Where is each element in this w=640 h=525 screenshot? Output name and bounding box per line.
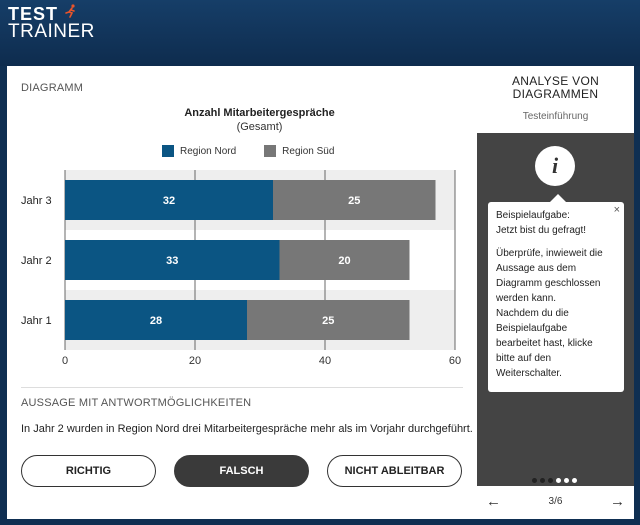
bar-segment [65, 180, 273, 220]
chart-legend: Region Nord Region Süd [162, 145, 334, 157]
chart-title: Anzahl Mitarbeitergespräche [184, 107, 335, 119]
side-footer: ← 3/6 → [477, 486, 634, 519]
legend-item-sued: Region Süd [264, 145, 334, 157]
info-icon[interactable]: i [535, 146, 575, 186]
popup-line: bearbeitet hast, klicke [496, 338, 593, 349]
x-tick-label: 20 [189, 355, 201, 367]
legend-swatch-nord [162, 145, 174, 157]
category-label: Jahr 3 [21, 195, 52, 207]
prev-arrow-icon[interactable]: ← [486, 493, 501, 510]
statement-text: In Jahr 2 wurden in Region Nord drei Mit… [21, 423, 473, 435]
statement-section-title: AUSSAGE MIT ANTWORTMÖGLICHKEITEN [21, 397, 252, 409]
bar-value-label: 33 [166, 255, 178, 267]
progress-dot [572, 478, 577, 483]
bar-value-label: 25 [322, 315, 334, 327]
popup-line: bitte auf den [496, 353, 552, 364]
bar-segment [247, 300, 410, 340]
popup-line: Beispielaufgabe: [496, 210, 570, 221]
logo-line-2: TRAINER [8, 21, 95, 42]
hint-popup: × Beispielaufgabe: Jetzt bist du gefragt!… [488, 202, 624, 392]
side-title: ANALYSE VON DIAGRAMMEN [477, 75, 634, 101]
bar-value-label: 20 [338, 255, 350, 267]
bar-chart: 32 25 Jahr 3 33 20 Jahr 2 28 25 Jahr 1 0 20 40 60 [21, 170, 461, 367]
bar-segment [273, 180, 436, 220]
next-arrow-icon[interactable]: → [610, 493, 625, 510]
bar-segment [65, 300, 247, 340]
logo-line-1: TEST [8, 4, 59, 24]
popup-arrow [550, 194, 566, 202]
category-label: Jahr 1 [21, 315, 52, 327]
popup-line: werden kann. [496, 293, 557, 304]
header-bar: TEST TRAINER [0, 0, 640, 66]
diagram-section-title: DIAGRAMM [21, 82, 84, 94]
runner-icon [65, 4, 75, 18]
bar-value-label: 28 [150, 315, 162, 327]
bar-segment [65, 240, 280, 280]
x-tick-label: 0 [62, 355, 68, 367]
progress-dot [556, 478, 561, 483]
answer-richtig-button[interactable]: RICHTIG [21, 455, 156, 487]
x-tick-label: 60 [449, 355, 461, 367]
side-subtitle: Testeinführung [522, 111, 589, 122]
progress-dot [564, 478, 569, 483]
answer-falsch-button[interactable]: FALSCH [174, 455, 309, 487]
popup-line: Jetzt bist du gefragt! [496, 225, 587, 236]
progress-dot [540, 478, 545, 483]
bar-value-label: 32 [163, 195, 175, 207]
popup-line: Aussage aus dem [496, 263, 577, 274]
main-panel: DIAGRAMM Anzahl Mitarbeitergespräche (Ge… [7, 66, 477, 519]
popup-text: Beispielaufgabe: Jetzt bist du gefragt! Üb… [496, 208, 616, 381]
progress-dot [548, 478, 553, 483]
answer-nicht-ableitbar-button[interactable]: NICHT ABLEITBAR [327, 455, 462, 487]
bar-value-label: 25 [348, 195, 360, 207]
popup-line: Überprüfe, inwieweit die [496, 248, 603, 259]
popup-line: Beispielaufgabe [496, 323, 568, 334]
legend-label-nord: Region Nord [180, 145, 237, 157]
logo: TEST TRAINER [8, 4, 95, 42]
popup-spacer [496, 238, 616, 246]
popup-line: Diagramm geschlossen [496, 278, 601, 289]
side-header: ANALYSE VON DIAGRAMMEN Testeinführung [477, 66, 634, 133]
chart-subtitle: (Gesamt) [236, 121, 283, 133]
section-divider [21, 387, 463, 388]
side-title-line-1: ANALYSE VON [511, 74, 600, 88]
progress-dots [532, 478, 577, 483]
x-tick-label: 40 [319, 355, 331, 367]
bar-segment [279, 240, 410, 280]
category-label: Jahr 2 [21, 255, 52, 267]
popup-line: Weiterschalter. [496, 368, 562, 379]
close-icon[interactable]: × [613, 204, 620, 216]
legend-item-nord: Region Nord [162, 145, 236, 157]
page-indicator: 3/6 [548, 496, 563, 507]
popup-line: Nachdem du die [496, 308, 569, 319]
legend-swatch-sued [264, 145, 277, 157]
legend-label-sued: Region Süd [282, 145, 335, 157]
progress-dot [532, 478, 537, 483]
side-title-line-2: DIAGRAMMEN [512, 87, 599, 101]
